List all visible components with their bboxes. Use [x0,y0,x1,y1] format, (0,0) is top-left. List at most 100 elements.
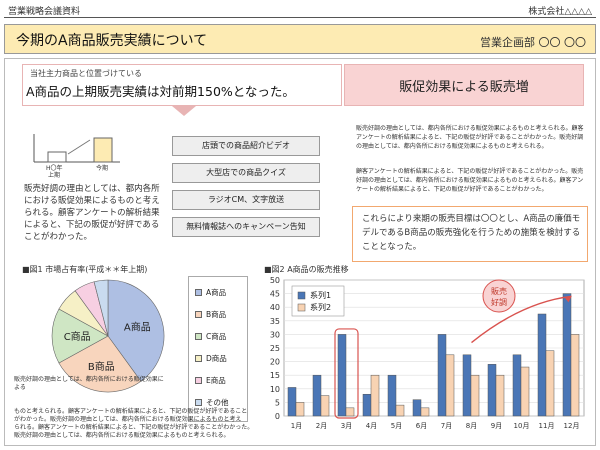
highlight-box [22,64,342,106]
pie-side-text: 販売好調の理由としては、都内各所における販促効果による [14,376,164,391]
bar-s1-3 [337,334,347,417]
pie-legend-swatch-4 [195,355,202,362]
bar-ytick-7: 35 [270,317,280,326]
pie-legend-item-3: C商品 [195,331,226,342]
bar-s2-1 [295,402,305,417]
mini-bar-now [93,137,113,163]
pie-chart: A商品 B商品 C商品 [51,279,165,393]
bar-ytick-10: 50 [270,276,280,285]
bar-s2-3 [345,407,355,417]
bar-ytick-4: 20 [270,358,280,367]
highlight-right-text: 販促効果による販売増 [399,80,529,95]
pie-slice-3 [51,308,109,364]
highlight-right-box [344,64,584,106]
bar-ytick-8: 40 [270,303,280,312]
pie-legend-text-1: A商品 [206,288,227,297]
callout-text-2: 好調 [491,297,507,307]
mini-trend-line [67,139,91,155]
bar-s1-12 [562,293,572,417]
pie-legend-text-6: その他 [206,398,229,407]
mini-label-prev: H〇年 [46,164,63,172]
bar-ytick-1: 5 [275,398,280,407]
bar-xtick-8: 8月 [466,422,477,430]
pie-slice-label-2: B商品 [88,360,115,373]
header-left: 営業戦略会議資料 [8,7,81,17]
pie-legend-text-3: C商品 [206,332,227,341]
bar-xtick-6: 6月 [416,422,427,430]
pie-legend-text-4: D商品 [206,354,227,363]
bar-legend-swatch-2 [297,303,306,312]
pie-slice-label-3: C商品 [64,330,91,343]
pie-slice-6 [93,279,109,337]
title-bar [4,24,596,54]
callout-circle [482,279,516,313]
bar-ytick-2: 10 [270,385,280,394]
bottom-note-1: ものと考えられる。顧客アンケートの解析結果によると、下記の販促が好評であること [14,408,248,415]
mini-bar-prev [47,151,67,163]
figure2-label: ■図2 A商品の販売推移 [264,265,349,274]
bar-legend-swatch-1 [297,291,306,300]
bar-s1-2 [312,374,322,417]
bar-s1-10 [512,354,522,417]
bar-xtick-12: 12月 [564,422,580,430]
bar-s1-1 [287,387,297,417]
promo-item-4: 無料情報誌へのキャンペーン告知 [172,217,320,237]
bar-s1-8 [462,354,472,417]
bar-xtick-4: 4月 [366,422,377,430]
pie-legend-swatch-6 [195,399,202,406]
pie-legend-text-2: B商品 [206,310,227,319]
bar-xtick-7: 7月 [441,422,452,430]
march-highlight [334,328,359,419]
bar-s1-7 [437,334,447,417]
header-divider [4,17,596,18]
bar-s2-10 [520,366,530,417]
pie-legend-swatch-3 [195,333,202,340]
left-explanation: 販売好調の理由としては、都内各所における販促効果によるものと考えられる。顧客アン… [24,184,160,242]
bar-s1-4 [362,393,372,417]
bar-s1-5 [387,374,397,417]
bar-ytick-9: 45 [270,290,280,299]
mini-label-prev2: 上期 [48,171,60,178]
pie-slice-1 [107,279,165,382]
bar-legend-label-1: 系列1 [310,290,331,300]
bar-xtick-5: 5月 [391,422,402,430]
pie-legend-item-4: D商品 [195,353,227,364]
bar-chart: 0 5 10 15 20 25 30 35 40 45 50 1月 2月 3月 4月 5月 6月 7月 8月 9月 10… [270,276,585,430]
bar-s1-11 [537,313,547,417]
trend-arrowhead [564,296,572,303]
promo-item-3: ラジオCM、文字放送 [172,190,320,210]
bar-s2-2 [320,395,330,417]
bar-xtick-11: 11月 [539,422,555,430]
bar-s2-4 [370,374,380,417]
bar-s1-6 [412,399,422,417]
bar-s2-12 [570,334,580,417]
bar-xtick-3: 3月 [341,422,352,430]
conclusion-box [352,206,588,262]
bar-s2-7 [445,354,455,417]
pie-legend-item-6: その他 [195,397,229,408]
bar-s2-5 [395,404,405,417]
conclusion-text: これらにより来期の販売目標は〇〇とし、A商品の廉価モデルであるB商品の販売強化を… [362,214,581,252]
department-label: 営業企画部 〇〇 〇〇 [480,36,586,49]
promo-item-2: 大型店での商品クイズ [172,163,320,183]
pie-legend-swatch-1 [195,289,202,296]
bar-s2-8 [470,374,480,417]
pie-legend-text-5: E商品 [206,376,226,385]
bar-ytick-3: 15 [270,371,280,380]
pie-slice-2 [58,335,142,393]
bar-xtick-9: 9月 [491,422,502,430]
pointer-triangle [172,106,196,116]
pie-legend-item-1: A商品 [195,287,226,298]
pie-legend-item-5: E商品 [195,375,226,386]
bar-legend-label-2: 系列2 [310,302,331,312]
mini-comparison-chart: H〇年 上期 今期 [33,134,120,178]
bar-xtick-2: 2月 [316,422,327,430]
bar-ytick-5: 25 [270,344,280,353]
bar-xtick-1: 1月 [291,422,302,430]
pie-legend-item-2: B商品 [195,309,226,320]
figure1-label: ■図1 市場占有率(平成＊＊年上期) [22,265,148,274]
right-paragraph-1: 販売好調の理由としては、都内各所における販促効果によるものと考えられる。顧客アン… [356,125,584,150]
bar-ytick-0: 0 [275,412,280,421]
highlight-main-text: A商品の上期販売実績は対前期150%となった。 [26,84,295,99]
promo-item-1: 店頭での商品紹介ビデオ [172,136,320,156]
